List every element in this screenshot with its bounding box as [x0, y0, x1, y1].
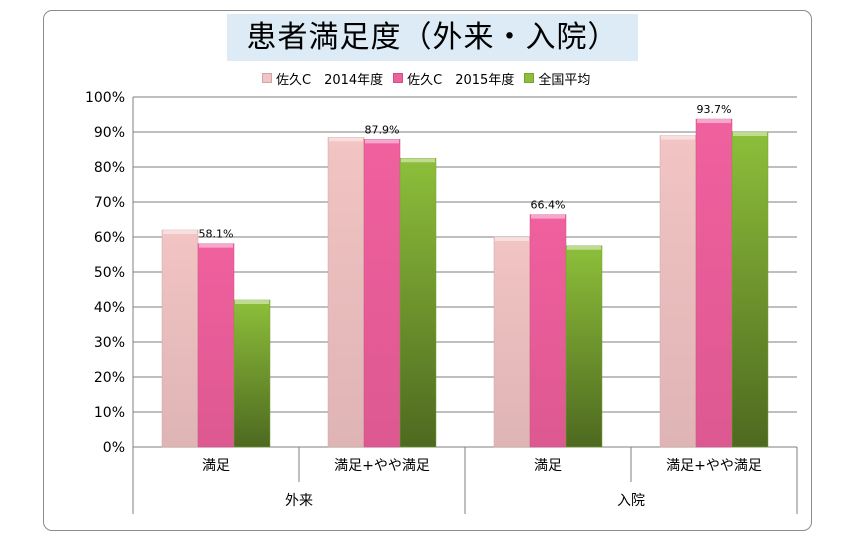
bar: [327, 137, 365, 448]
y-tick-label: 0%: [103, 440, 125, 456]
y-tick-label: 70%: [94, 195, 125, 211]
y-tick-label: 90%: [94, 125, 125, 141]
bar: [363, 139, 401, 448]
data-label: 58.1%: [199, 228, 234, 241]
chart-title: 患者満足度（外来・入院）: [246, 20, 619, 55]
legend-label-national: 全国平均: [538, 72, 591, 88]
y-tick-label: 40%: [94, 300, 125, 316]
bar-highlight: [733, 132, 767, 136]
bar: [493, 236, 531, 448]
bar-highlight: [697, 119, 731, 124]
bar: [731, 131, 769, 448]
bar: [695, 118, 733, 448]
bar: [399, 158, 437, 448]
legend-swatch-national: [524, 73, 535, 83]
axes: [132, 97, 798, 514]
legend-swatch-2015: [393, 73, 404, 83]
y-tick-label: 100%: [85, 90, 125, 106]
y-tick-label: 50%: [94, 265, 125, 281]
chart-title-box: 患者満足度（外来・入院）: [227, 14, 638, 61]
legend-item-2015: 佐久C 2015年度: [393, 69, 514, 88]
data-label: 93.7%: [697, 103, 732, 116]
legend-swatch-2014: [262, 73, 272, 83]
bar-highlight: [365, 139, 399, 144]
x-category-label: 満足: [534, 458, 562, 474]
x-group-label: 外来: [285, 493, 313, 509]
bar-highlight: [531, 214, 565, 219]
x-category-label: 満足+やや満足: [334, 458, 430, 474]
bar: [565, 245, 603, 448]
bar: [529, 214, 567, 448]
bar: [197, 243, 235, 448]
legend-item-national: 全国平均: [524, 69, 590, 88]
bar-highlight: [661, 135, 695, 140]
bar-highlight: [199, 243, 233, 248]
bar: [161, 229, 199, 448]
y-tick-label: 10%: [94, 405, 125, 421]
y-tick-label: 60%: [94, 230, 125, 246]
y-tick-label: 30%: [94, 335, 125, 351]
bar-highlight: [329, 137, 363, 142]
y-tick-label: 20%: [94, 370, 125, 386]
legend-label-2015: 佐久C 2015年度: [407, 72, 515, 88]
bar-highlight: [567, 245, 601, 250]
legend-item-2014: 佐久C 2014年度: [262, 69, 383, 88]
bar: [233, 299, 271, 448]
chart-legend: 佐久C 2014年度 佐久C 2015年度 全国平均: [262, 69, 600, 88]
bar-highlight: [235, 300, 269, 304]
x-category-label: 満足: [202, 458, 230, 474]
x-category-label: 満足+やや満足: [666, 458, 762, 474]
y-tick-label: 80%: [94, 160, 125, 176]
bars: [161, 118, 769, 448]
legend-label-2014: 佐久C 2014年度: [276, 72, 384, 88]
bar-highlight: [495, 237, 529, 241]
x-group-label: 入院: [617, 493, 645, 509]
labels: 0% 10% 20% 30% 40% 50% 60% 70% 80% 90% 100% 満足 満足+やや…: [85, 90, 762, 509]
bar: [659, 135, 697, 448]
data-label: 87.9%: [365, 123, 400, 136]
bar-highlight: [401, 158, 435, 163]
bar-highlight: [163, 230, 197, 234]
data-label: 66.4%: [531, 199, 566, 212]
